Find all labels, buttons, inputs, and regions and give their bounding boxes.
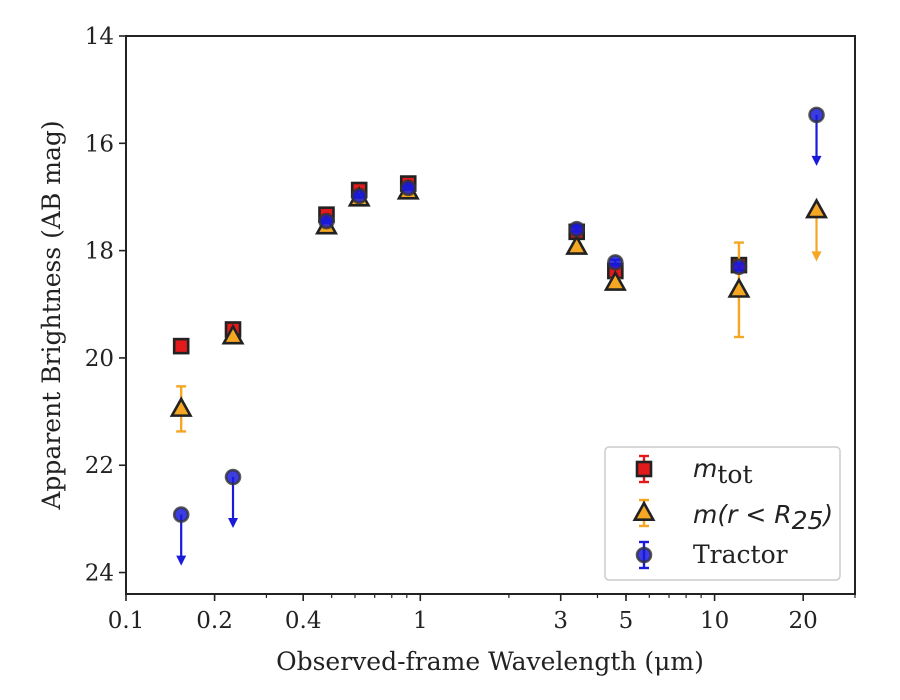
point-tractor-5 (568, 220, 586, 238)
legend-marker-mtot (635, 460, 653, 478)
y-tick-label: 20 (85, 346, 114, 372)
data-layer (169, 106, 829, 566)
point-tractor-1 (224, 468, 242, 486)
y-tick-label: 18 (85, 239, 114, 265)
legend-label-mtot: mtot (693, 454, 753, 489)
legend: mtot m(r < R25) Tractor (604, 446, 841, 581)
legend-label-m-r25: m(r < R25) (693, 500, 833, 535)
point-m-r25-1 (221, 323, 245, 345)
point-tractor-3 (350, 187, 368, 205)
point-tractor-8 (808, 106, 825, 124)
point-tractor-0-upper-limit-head (176, 555, 187, 566)
point-m-r25-7 (727, 277, 751, 298)
point-tractor-0 (172, 506, 190, 523)
point-m-r25-6 (603, 270, 627, 291)
x-tick-label: 3 (553, 608, 568, 634)
legend-markers (632, 454, 656, 570)
x-tick-label: 0.1 (108, 608, 145, 634)
point-tractor-1-upper-limit-head (228, 518, 239, 529)
series-tractor (172, 106, 825, 566)
y-tick-label: 16 (85, 131, 114, 157)
point-m-r25-8-upper-limit-head (811, 251, 822, 262)
x-tick-label: 10 (700, 608, 729, 634)
point-tractor-4 (399, 179, 417, 197)
y-axis-label: Apparent Brightness (AB mag) (37, 120, 66, 510)
point-m-r25-0 (169, 396, 193, 417)
plot-frame (125, 35, 856, 595)
point-m-r25-5 (565, 234, 589, 255)
legend-box (604, 446, 841, 581)
legend-label-tractor: Tractor (693, 540, 788, 569)
legend-marker-tractor (635, 546, 653, 564)
x-axis-label: Observed-frame Wavelength (μm) (276, 647, 704, 676)
point-tractor-2 (318, 212, 335, 230)
point-mtot-0 (172, 337, 190, 355)
x-tick-label: 0.4 (285, 608, 322, 634)
x-tick-label: 1 (413, 608, 428, 634)
x-tick-label: 20 (789, 608, 818, 634)
point-tractor-6 (607, 254, 624, 271)
x-tick-label: 0.2 (196, 608, 233, 634)
point-tractor-7 (730, 258, 748, 276)
y-tick-label: 14 (85, 24, 114, 50)
axis-ticks: 0.1 0.2 0.4 1 3 5 10 20 14 16 18 20 22 24 (85, 24, 856, 634)
y-tick-label: 24 (85, 561, 114, 587)
x-tick-label: 5 (619, 608, 634, 634)
y-tick-label: 22 (85, 453, 114, 479)
legend-marker-m-r25 (632, 500, 656, 522)
point-m-r25-8 (805, 197, 829, 219)
point-tractor-8-upper-limit-head (811, 155, 822, 166)
